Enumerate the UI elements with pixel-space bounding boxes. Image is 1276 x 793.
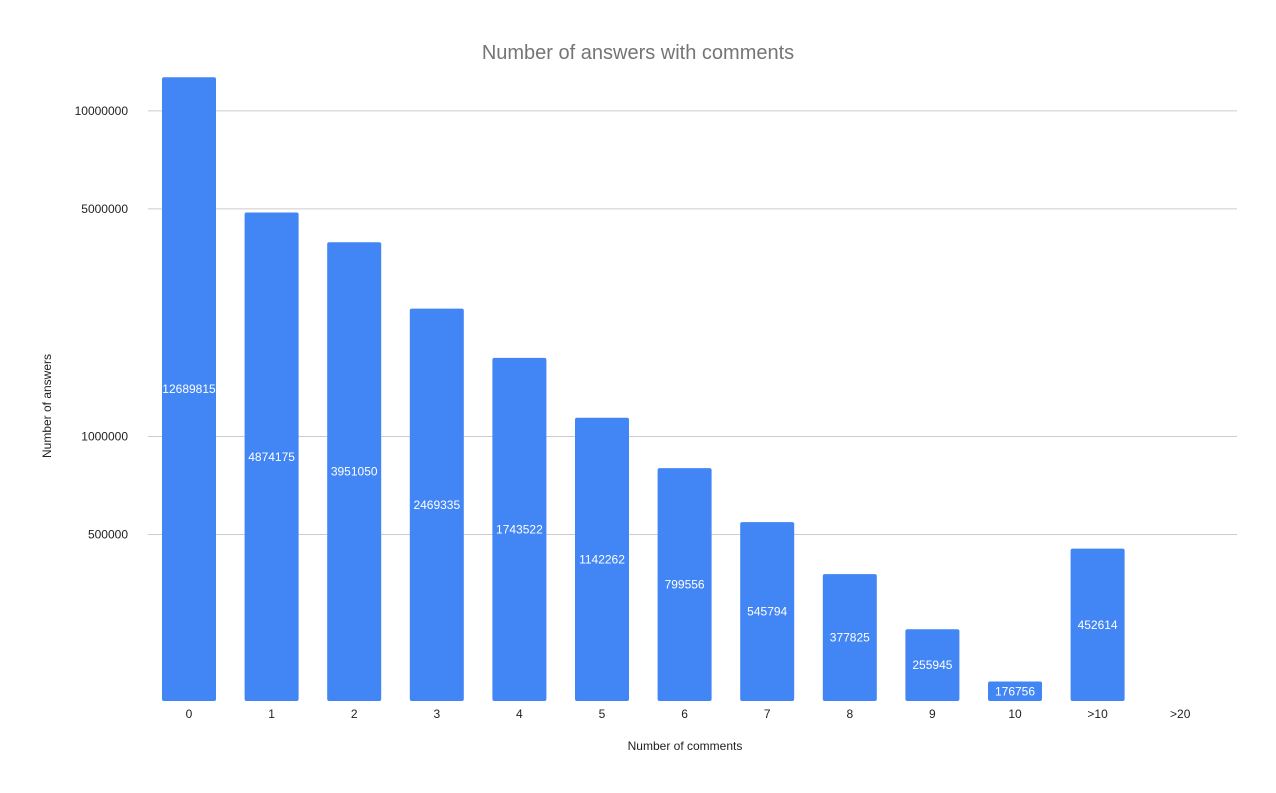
bar xyxy=(657,468,712,701)
x-tick-label: 9 xyxy=(929,707,936,721)
data-label: 3951050 xyxy=(331,465,378,479)
bar xyxy=(905,629,960,701)
bar xyxy=(244,212,299,701)
data-label: 255945 xyxy=(912,658,952,672)
chart-title: Number of answers with comments xyxy=(482,42,794,64)
y-tick-label: 500000 xyxy=(88,528,128,542)
x-tick-label: >10 xyxy=(1087,707,1108,721)
bar xyxy=(988,681,1042,701)
x-tick-label: 3 xyxy=(433,707,440,721)
bars xyxy=(162,77,1125,702)
data-label: 1743522 xyxy=(496,522,543,536)
data-label: 12689815 xyxy=(162,382,216,396)
bar xyxy=(492,357,547,701)
x-tick-label: 10 xyxy=(1008,707,1022,721)
x-axis-ticks: 0 1 2 3 4 5 6 7 8 9 10 >10 >20 xyxy=(186,707,1191,721)
y-axis-ticks: 500000 1000000 5000000 10000000 xyxy=(75,104,129,542)
data-label: 799556 xyxy=(665,578,705,592)
x-tick-label: 0 xyxy=(186,707,193,721)
x-tick-label: 4 xyxy=(516,707,523,721)
y-tick-label: 10000000 xyxy=(75,104,129,118)
y-axis-title: Number of answers xyxy=(40,354,54,458)
data-label: 545794 xyxy=(747,605,787,619)
y-tick-label: 1000000 xyxy=(81,430,128,444)
data-label: 4874175 xyxy=(248,450,295,464)
x-tick-label: 2 xyxy=(351,707,358,721)
bar xyxy=(162,77,216,701)
bar xyxy=(822,574,877,701)
x-tick-label: 1 xyxy=(268,707,275,721)
data-label: 176756 xyxy=(995,684,1035,698)
data-label: 377825 xyxy=(830,631,870,645)
x-tick-label: 7 xyxy=(764,707,771,721)
data-label: 2469335 xyxy=(413,498,460,512)
data-labels: 12689815 4874175 3951050 2469335 1743522 1142… xyxy=(162,382,1118,698)
bar xyxy=(575,417,629,701)
x-tick-label: 8 xyxy=(846,707,853,721)
x-axis-title: Number of comments xyxy=(628,739,743,753)
x-tick-label: 5 xyxy=(599,707,606,721)
data-label: 1142262 xyxy=(579,552,625,566)
y-tick-label: 5000000 xyxy=(81,202,128,216)
bar xyxy=(740,522,795,701)
bar xyxy=(409,308,464,701)
bar xyxy=(327,242,382,702)
x-tick-label: 6 xyxy=(681,707,688,721)
bar xyxy=(1070,548,1125,701)
x-tick-label: >20 xyxy=(1170,707,1191,721)
data-label: 452614 xyxy=(1078,618,1118,632)
